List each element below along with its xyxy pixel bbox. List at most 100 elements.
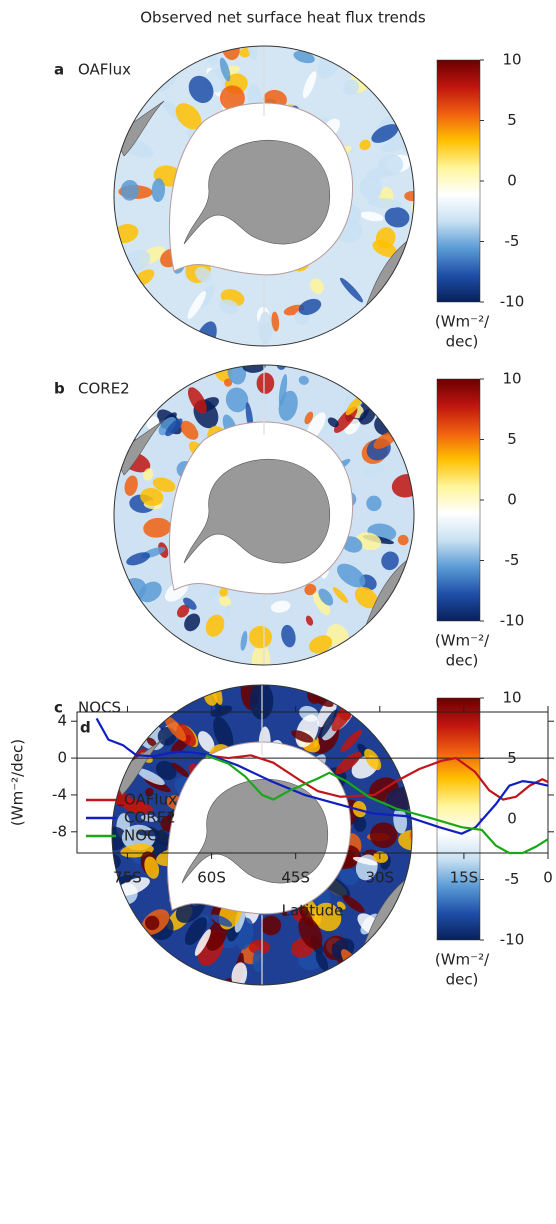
x-tick-label: 60S [197,869,226,887]
colorbar [436,378,481,622]
flux-patch [205,614,225,637]
flux-patch [126,552,151,566]
y-axis-label: (Wm⁻²/dec) [9,739,27,826]
flux-patch [117,877,150,896]
flux-patch [239,47,251,58]
flux-patch [381,551,399,571]
flux-patch [312,694,334,707]
flux-patch [340,729,362,753]
south-america [112,739,163,796]
flux-patch [278,374,288,407]
map [114,365,414,665]
flux-patch [364,748,382,771]
flux-patch [164,715,187,742]
flux-patch [339,868,359,885]
flux-patch [339,277,363,303]
figure-title: Observed net surface heat flux trends [140,9,426,27]
flux-patch [146,737,157,747]
panel-name: NOCS [78,699,121,717]
flux-patch [276,365,287,370]
colorbar-unit: dec) [446,652,479,670]
flux-patch [258,311,273,345]
flux-patch [304,583,317,596]
flux-patch [213,716,234,751]
flux-patch [309,278,324,294]
colorbar-unit: (Wm⁻²/ [435,313,490,331]
flux-patch [248,625,273,649]
flux-patch [210,914,233,927]
flux-patch [309,635,333,654]
flux-patch [248,939,271,955]
colorbar-tick-label: 10 [502,370,521,388]
south-america [114,100,165,157]
line-series [205,754,549,855]
flux-patch [369,822,398,849]
map-frame [113,364,415,666]
flux-patch [252,949,264,973]
flux-patch [332,587,349,604]
colorbar-tick-label: 10 [502,689,521,707]
flux-patch [291,730,314,743]
antarctica [183,458,331,564]
colorbar-tick-label: -10 [500,931,525,949]
line-series [95,717,549,835]
flux-patch [198,731,215,752]
flux-patch [219,299,239,314]
flux-patch [165,418,183,437]
flux-patch [225,387,249,413]
flux-patch [224,378,233,387]
flux-patch [327,417,339,428]
flux-patch [342,895,365,913]
flux-patch [362,463,386,477]
flux-patch [218,596,232,607]
antarctica [183,139,331,245]
colorbar-tick-label: 5 [507,111,517,129]
flux-patch [298,298,322,316]
flux-patch [345,395,363,416]
flux-patch [397,534,409,546]
flux-patch [195,266,212,283]
flux-patch [373,851,389,863]
colorbar-tick-label: 0 [507,172,517,190]
flux-patch [393,807,408,834]
flux-patch [187,290,207,319]
flux-patch [378,154,404,177]
flux-patch [281,624,296,648]
flux-patch [368,198,403,209]
flux-patch [366,495,382,512]
flux-patch [398,829,412,851]
colorbar-tick-label: -5 [505,870,520,888]
flux-patch [140,487,164,506]
colorbar-tick-label: -5 [505,551,520,569]
map [114,46,414,346]
flux-patch [298,916,323,950]
flux-patch [112,826,128,851]
flux-patch [318,709,338,739]
flux-patch [157,75,177,92]
line-series [205,754,549,801]
flux-patch [155,760,177,780]
flux-patch [384,207,410,228]
flux-patch [180,420,199,440]
flux-patch [318,588,334,606]
map-frame [113,45,415,347]
colorbar-tick-label: 0 [507,810,517,828]
y-tick-label: -8 [52,822,67,840]
y-tick-label: 4 [57,712,67,730]
colorbar-tick-label: 5 [507,430,517,448]
flux-patch [304,411,314,425]
south-america [114,419,165,476]
colorbar-tick-label: -10 [500,612,525,630]
flux-patch [143,517,172,538]
flux-patch [293,50,315,64]
flux-patch [152,477,176,493]
flux-patch [251,644,271,665]
flux-patch [271,311,280,332]
flux-patch [141,814,158,822]
flux-patch [335,751,362,775]
flux-patch [124,475,138,496]
flux-patch [219,587,228,597]
flux-patch [404,190,414,202]
flux-patch [315,951,329,971]
